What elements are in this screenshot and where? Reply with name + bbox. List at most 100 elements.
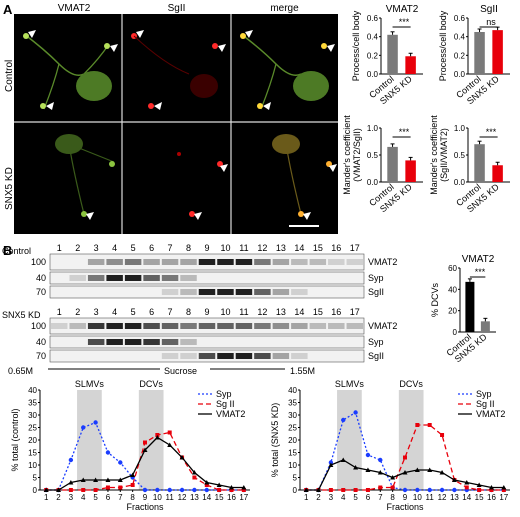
y-tick-label: 40 xyxy=(448,285,457,294)
x-tick-label: 12 xyxy=(438,493,447,502)
data-point xyxy=(155,487,160,493)
data-point xyxy=(167,430,172,435)
data-point xyxy=(477,488,482,492)
fraction-number: 13 xyxy=(276,243,286,253)
data-point xyxy=(118,460,123,465)
x-tick-label: 17 xyxy=(499,493,508,502)
fraction-number: 3 xyxy=(94,307,99,317)
sucrose-high: 1.55M xyxy=(290,366,316,376)
bar-control xyxy=(387,34,398,74)
blot-band-label: Syp xyxy=(368,273,384,283)
y-axis-label: % DCVs xyxy=(430,283,440,318)
fraction-number: 10 xyxy=(220,307,230,317)
bar-chart-title: VMAT2 xyxy=(462,254,495,265)
y-axis-label-sub: (VMAT2/SgII) xyxy=(352,128,362,182)
blot-band xyxy=(124,275,142,281)
data-point xyxy=(476,482,482,487)
blot-band xyxy=(272,353,290,359)
fraction-number: 17 xyxy=(350,307,360,317)
region-label: SLMVs xyxy=(75,379,105,389)
data-point xyxy=(167,442,173,447)
significance-label: *** xyxy=(399,17,410,27)
data-point xyxy=(228,485,234,490)
data-point xyxy=(328,462,334,467)
x-tick-label: 7 xyxy=(378,493,383,502)
data-point xyxy=(303,487,309,492)
blot-band-label: SgII xyxy=(368,351,384,361)
blot-band xyxy=(198,289,216,295)
data-point xyxy=(390,485,395,490)
fraction-number: 1 xyxy=(57,307,62,317)
fraction-number: 9 xyxy=(204,243,209,253)
blot-label-kd: SNX5 KD xyxy=(2,310,41,320)
data-point xyxy=(341,488,346,492)
x-tick-label: 11 xyxy=(426,493,435,502)
region-label: DCVs xyxy=(139,379,163,389)
significance-label: *** xyxy=(475,267,486,277)
mw-marker: 40 xyxy=(36,273,46,283)
blot-band xyxy=(198,323,216,329)
data-point xyxy=(439,470,445,475)
y-tick-label: 5 xyxy=(293,474,298,483)
data-point xyxy=(452,487,457,493)
blot-band xyxy=(198,353,216,359)
y-tick-label: 10 xyxy=(28,461,37,470)
data-point xyxy=(451,477,457,482)
data-point xyxy=(93,420,98,425)
data-point xyxy=(229,488,234,492)
x-tick-label: 8 xyxy=(130,493,135,502)
x-tick-label: 10 xyxy=(153,493,162,502)
fraction-number: 11 xyxy=(239,243,248,253)
blot-band xyxy=(106,339,123,345)
data-point xyxy=(118,485,123,490)
blot-band xyxy=(254,259,271,265)
data-point xyxy=(192,475,197,480)
blot-band xyxy=(291,353,308,359)
blot-band xyxy=(124,339,142,345)
fraction-number: 16 xyxy=(331,243,341,253)
x-tick-label: 14 xyxy=(462,493,471,502)
significance-label: *** xyxy=(486,127,497,137)
blot-band xyxy=(235,323,253,329)
x-tick-label: 17 xyxy=(239,493,248,502)
bar-control xyxy=(474,32,485,74)
data-point xyxy=(80,477,86,482)
bar-snx5-kd xyxy=(492,165,503,182)
data-point xyxy=(130,472,136,477)
x-tick-label: 2 xyxy=(316,493,321,502)
data-point xyxy=(464,485,469,490)
blot-band xyxy=(106,275,123,281)
x-axis-label: Fractions xyxy=(386,502,424,512)
blot-band-label: SgII xyxy=(368,287,384,297)
data-point xyxy=(316,487,322,492)
data-point xyxy=(488,485,494,490)
blot-band xyxy=(51,323,68,329)
fraction-number: 12 xyxy=(257,243,267,253)
x-tick-label: 16 xyxy=(227,493,236,502)
data-point xyxy=(217,488,222,492)
data-point xyxy=(365,452,371,458)
y-tick-label: 10 xyxy=(288,461,297,470)
fraction-number: 6 xyxy=(149,243,154,253)
fraction-number: 10 xyxy=(220,243,230,253)
blot-band xyxy=(106,323,123,329)
data-point xyxy=(81,488,86,492)
x-tick-label: 6 xyxy=(106,493,111,502)
blot-band xyxy=(346,323,363,329)
bar-chart-title: VMAT2 xyxy=(386,4,419,15)
blot-band xyxy=(161,259,179,265)
y-tick-label: 20 xyxy=(448,307,457,316)
y-axis-label: Process/cell body xyxy=(351,10,361,81)
blot-band xyxy=(346,259,363,265)
fraction-number: 5 xyxy=(131,307,136,317)
data-point xyxy=(340,457,346,462)
data-point xyxy=(415,423,420,427)
x-tick-label: 13 xyxy=(190,493,199,502)
data-point xyxy=(68,480,74,485)
data-point xyxy=(105,485,110,490)
data-point xyxy=(81,425,86,430)
y-tick-label: 30 xyxy=(288,411,297,420)
y-tick-label: 0 xyxy=(293,486,298,495)
blot-band xyxy=(309,323,327,329)
